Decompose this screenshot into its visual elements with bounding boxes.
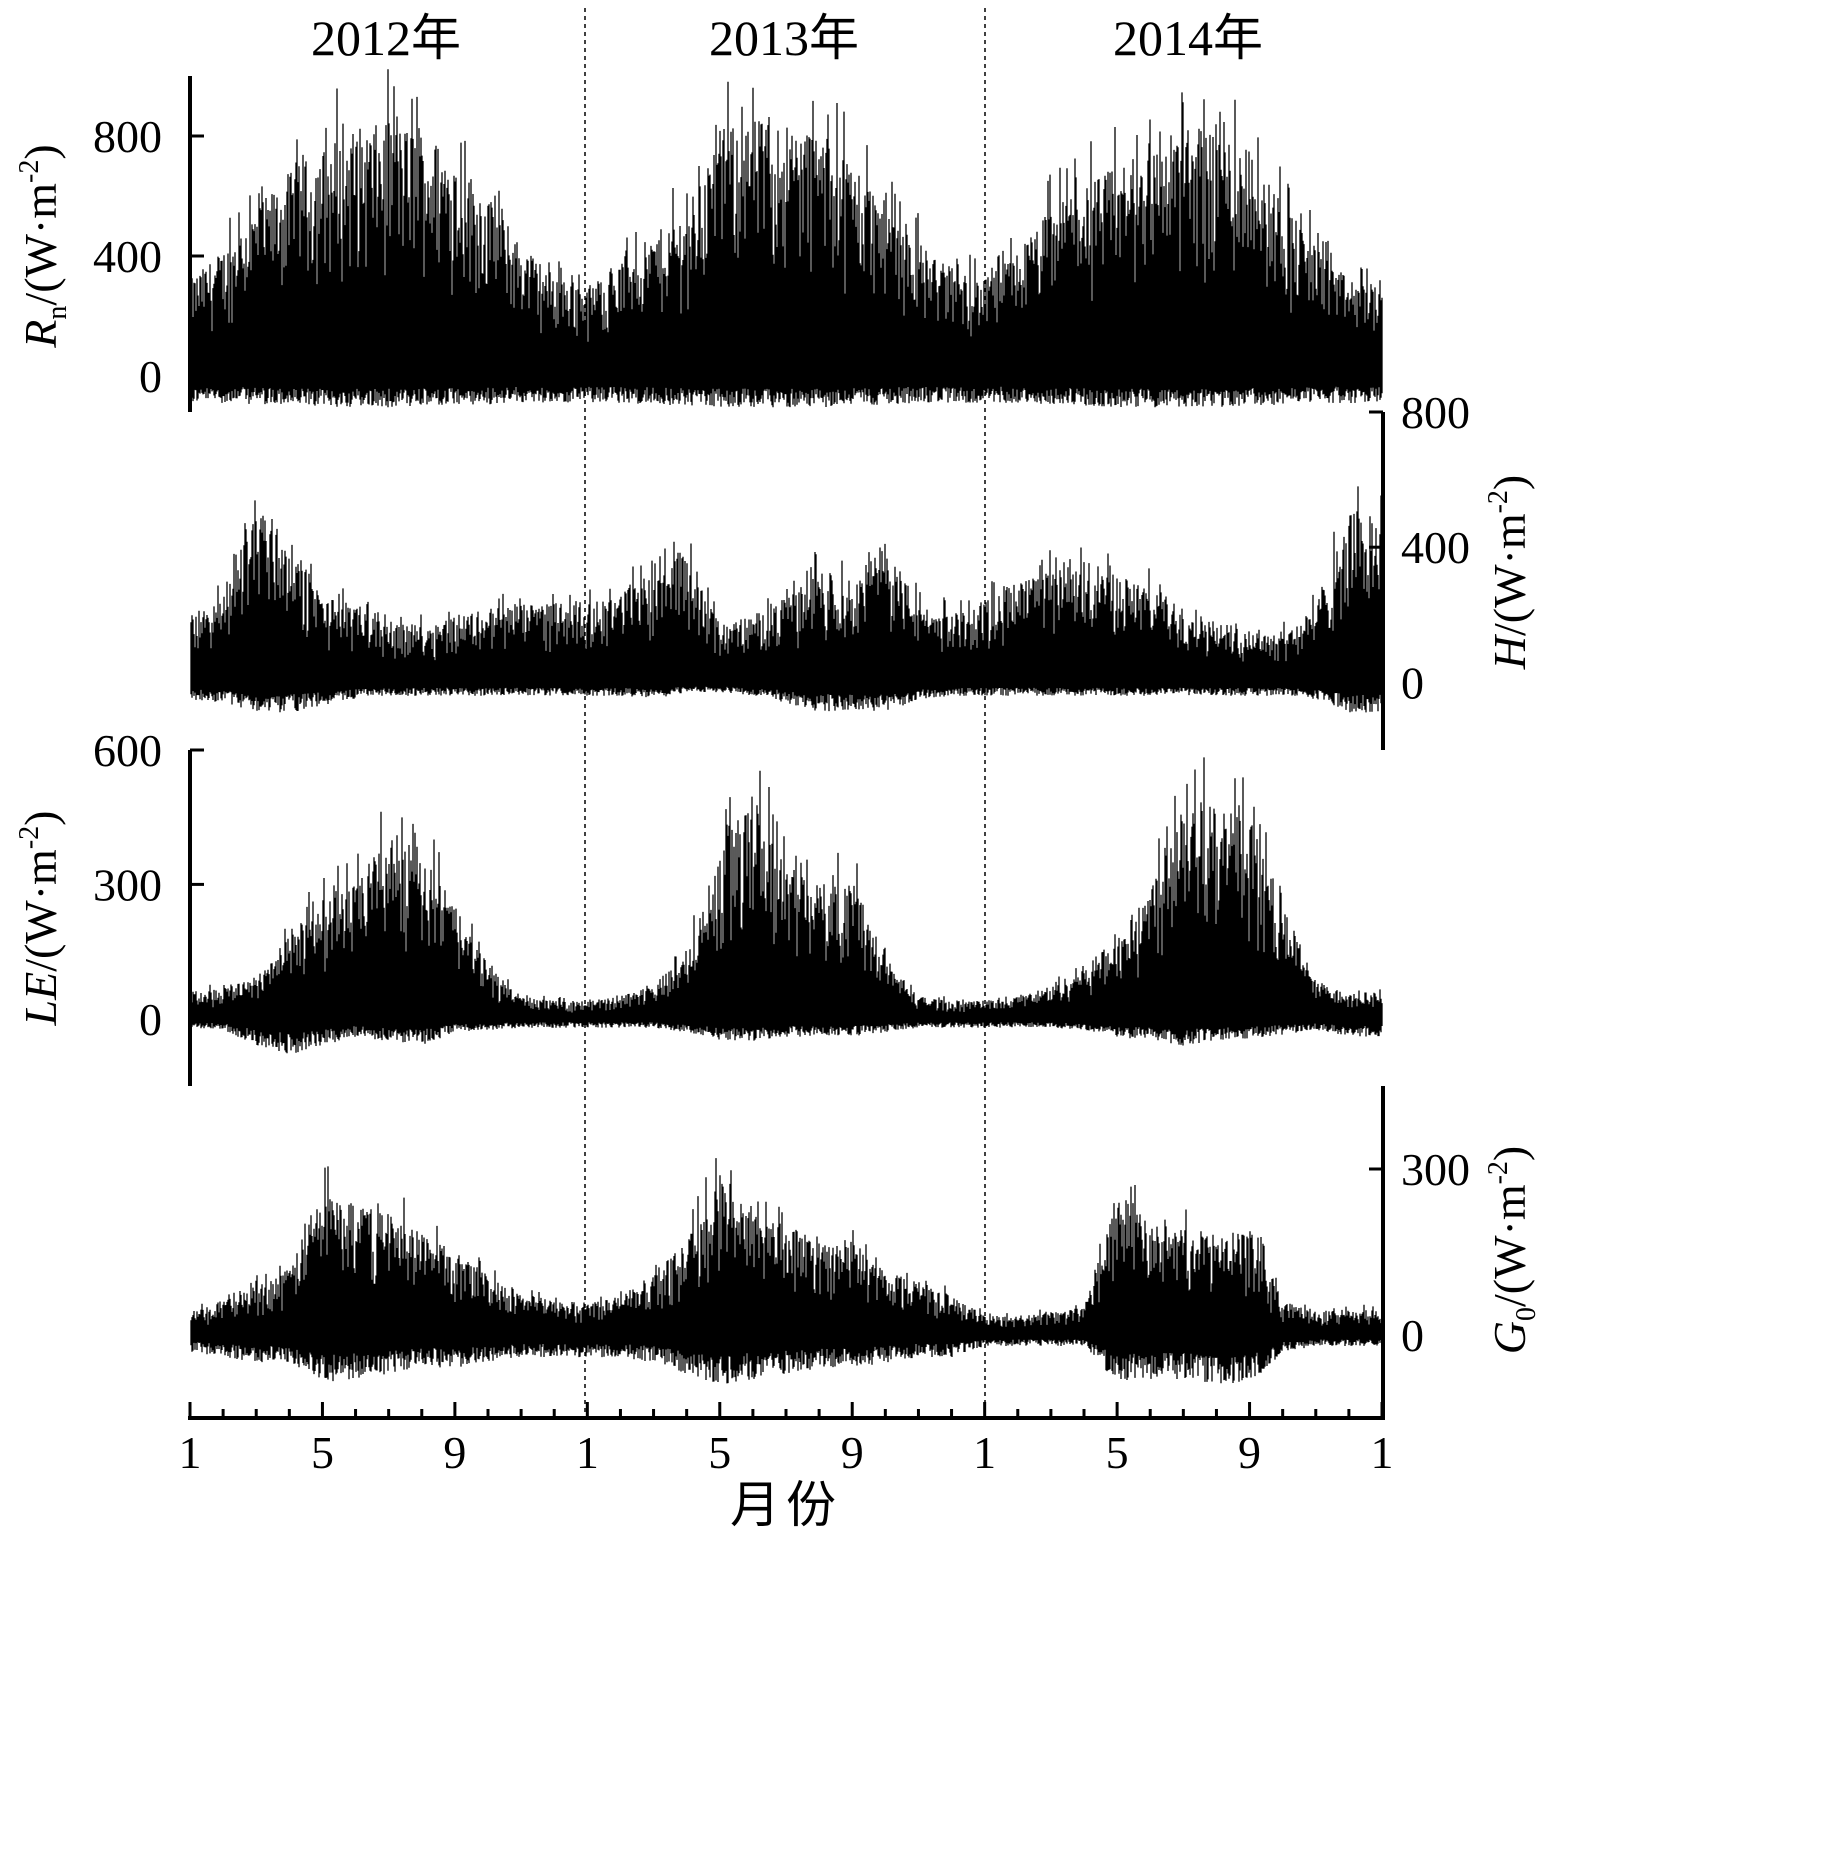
h-ylabel: H/(W·m-2) [1483,475,1535,671]
le-ylabel: LE/(W·m-2) [14,811,66,1027]
x-tick-label: 1 [1371,1427,1394,1478]
panel-le: 0 300 600 LE/(W·m-2) [14,725,204,1086]
x-axis: 1 5 9 1 5 9 1 5 9 1 月份 [179,1402,1394,1533]
h-series-trace [190,486,1383,713]
x-tick-label: 5 [1106,1427,1129,1478]
le-ytick-label: 300 [93,859,162,910]
panel-rn: 0 400 800 Rn/(W·m-2) [14,76,204,412]
le-series-trace [190,757,1383,1054]
le-ytick-label: 0 [139,994,162,1045]
x-tick-label: 9 [841,1427,864,1478]
h-ytick-label: 400 [1401,522,1470,573]
rn-ytick-label: 400 [93,231,162,282]
x-tick-label: 5 [708,1427,731,1478]
g0-series-trace [190,1158,1383,1384]
g0-ylabel: G0/(W·m-2) [1483,1146,1542,1355]
h-ytick-label: 800 [1401,387,1470,438]
x-tick-label: 5 [311,1427,334,1478]
panel-g0: 0 300 G0/(W·m-2) [1369,1086,1542,1418]
x-tick-label: 1 [973,1427,996,1478]
rn-ytick-label: 0 [139,351,162,402]
rn-series-trace [190,69,1383,408]
g0-ytick-label: 0 [1401,1310,1424,1361]
x-axis-label: 月份 [730,1477,842,1533]
year-label-2012: 2012年 [311,10,461,66]
x-tick-label: 1 [576,1427,599,1478]
series-traces [190,69,1383,1384]
rn-ylabel: Rn/(W·m-2) [14,144,73,348]
g0-ytick-label: 300 [1401,1144,1470,1195]
le-ytick-label: 600 [93,725,162,776]
year-label-2013: 2013年 [709,10,859,66]
h-ytick-label: 0 [1401,657,1424,708]
x-tick-label: 1 [179,1427,202,1478]
x-tick-label: 9 [1238,1427,1261,1478]
x-tick-label: 9 [443,1427,466,1478]
year-label-2014: 2014年 [1113,10,1263,66]
rn-ytick-label: 800 [93,111,162,162]
panel-h: 0 400 800 H/(W·m-2) [1369,387,1535,750]
